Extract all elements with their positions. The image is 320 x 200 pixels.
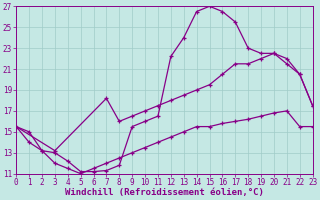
X-axis label: Windchill (Refroidissement éolien,°C): Windchill (Refroidissement éolien,°C) <box>65 188 264 197</box>
